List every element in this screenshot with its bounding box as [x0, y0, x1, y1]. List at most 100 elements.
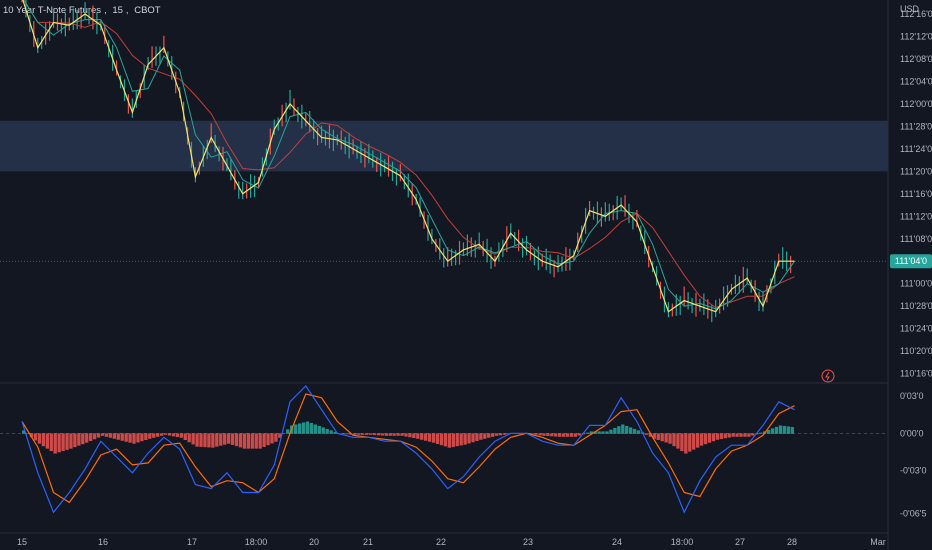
zone-band [0, 120, 888, 172]
macd-histogram-bar [471, 433, 475, 443]
macd-histogram-bar [183, 433, 187, 440]
macd-histogram-bar [357, 433, 361, 435]
macd-histogram-bar [301, 422, 306, 434]
macd-histogram-bar [648, 433, 653, 437]
macd-histogram-bar [179, 433, 183, 438]
macd-histogram-bar [293, 424, 298, 434]
macd-histogram-bar [751, 433, 755, 436]
macd-histogram-bar [727, 433, 731, 438]
macd-histogram-bar [664, 433, 668, 443]
macd-histogram-bar [656, 433, 660, 440]
macd-histogram-bar [782, 425, 787, 434]
signal-line [21, 393, 795, 504]
time-tick-label: 15 [17, 537, 27, 547]
price-tick-label: 111'20'0 [900, 166, 932, 176]
macd-histogram-bar [597, 431, 601, 434]
macd-histogram-bar [116, 433, 120, 440]
macd-histogram-bar [392, 433, 396, 436]
macd-histogram-bar [128, 433, 132, 443]
macd-histogram-bar [695, 433, 700, 448]
macd-histogram-bar [632, 428, 637, 434]
macd-histogram-bar [345, 433, 349, 435]
macd-histogram-bar [558, 433, 562, 437]
macd-histogram-bar [747, 433, 751, 437]
macd-histogram-bar [585, 432, 589, 434]
macd-histogram-bar [530, 433, 534, 435]
time-tick-label: 23 [523, 537, 533, 547]
macd-histogram-bar [372, 433, 377, 436]
macd-histogram-bar [561, 433, 566, 437]
macd-histogram-bar [120, 433, 124, 441]
mid-moving-average [23, 0, 795, 310]
macd-histogram-bar [353, 433, 357, 435]
macd-histogram-bar [770, 428, 775, 434]
macd-histogram-bar [89, 433, 93, 441]
macd-histogram-bar [569, 433, 574, 437]
macd-histogram-bar [187, 433, 191, 443]
macd-histogram-bar [534, 433, 538, 435]
macd-histogram-bar [380, 433, 385, 436]
macd-histogram-bar [69, 433, 73, 449]
macd-histogram-bar [735, 433, 739, 437]
macd-histogram-bar [57, 433, 61, 453]
macd-histogram-bar [447, 433, 452, 448]
macd-histogram-bar [668, 433, 672, 444]
macd-histogram-bar [297, 423, 302, 434]
macd-histogram-bar [313, 424, 318, 434]
price-tick-label: 111'00'0 [900, 279, 932, 289]
macd-histogram-bar [230, 433, 235, 445]
macd-histogram-bar [692, 433, 696, 450]
price-series [21, 0, 795, 323]
macd-histogram-bar [786, 426, 790, 434]
macd-histogram-bar [475, 433, 479, 441]
time-tick-label: 18:00 [671, 537, 694, 547]
macd-histogram-bar [621, 424, 625, 434]
macd-histogram-bar [502, 433, 507, 435]
time-tick-label: 28 [787, 537, 797, 547]
macd-histogram-bar [684, 433, 688, 454]
macd-histogram-bar [360, 433, 365, 435]
time-tick-label: 24 [612, 537, 622, 547]
macd-histogram-bar [77, 433, 81, 446]
price-tick-label: 112'08'0 [900, 54, 932, 64]
interval: 15 [112, 5, 123, 16]
macd-histogram-bar [234, 433, 239, 447]
macd-histogram-bar [790, 426, 794, 434]
macd-histogram-bar [404, 433, 408, 437]
price-tick-label: 111'08'0 [900, 234, 932, 244]
macd-histogram-bar [774, 426, 779, 434]
price-tick-label: 110'20'0 [900, 346, 932, 356]
macd-histogram-bar [317, 425, 321, 434]
macd-histogram-bar [778, 425, 783, 434]
macd-histogram-bar [100, 433, 105, 436]
macd-histogram-bar [711, 433, 716, 442]
macd-histogram-bar [542, 433, 546, 436]
price-tick-label: 111'12'0 [900, 211, 932, 221]
macd-histogram-bar [625, 425, 629, 434]
macd-histogram-bar [25, 433, 30, 435]
macd-histogram-bar [412, 433, 416, 439]
symbol-name: 10 Year T-Note Futures [3, 5, 102, 16]
macd-histogram-bar [660, 433, 664, 442]
macd-histogram-bar [65, 433, 69, 450]
macd-histogram-bar [309, 422, 314, 434]
macd-histogram-bar [491, 433, 495, 437]
macd-histogram-bar [408, 433, 412, 438]
macd-histogram-bar [487, 433, 491, 438]
currency-label: USD [900, 4, 920, 14]
macd-histogram-bar [341, 433, 345, 435]
price-tick-label: 111'24'0 [900, 144, 932, 154]
macd-histogram-bar [226, 433, 231, 444]
macd-histogram-bar [29, 433, 34, 438]
last-price-tag [890, 254, 932, 269]
macd-histogram-bar [676, 433, 680, 449]
macd-histogram-bar [195, 433, 199, 447]
macd-histogram-bar [759, 432, 763, 434]
macd-histogram-bar [274, 433, 278, 442]
macd-histogram-bar [223, 433, 227, 445]
exchange: CBOT [134, 5, 161, 16]
time-tick-label: 27 [735, 537, 745, 547]
macd-histogram-bar [104, 433, 109, 437]
price-tick-label: 110'16'0 [900, 369, 932, 379]
